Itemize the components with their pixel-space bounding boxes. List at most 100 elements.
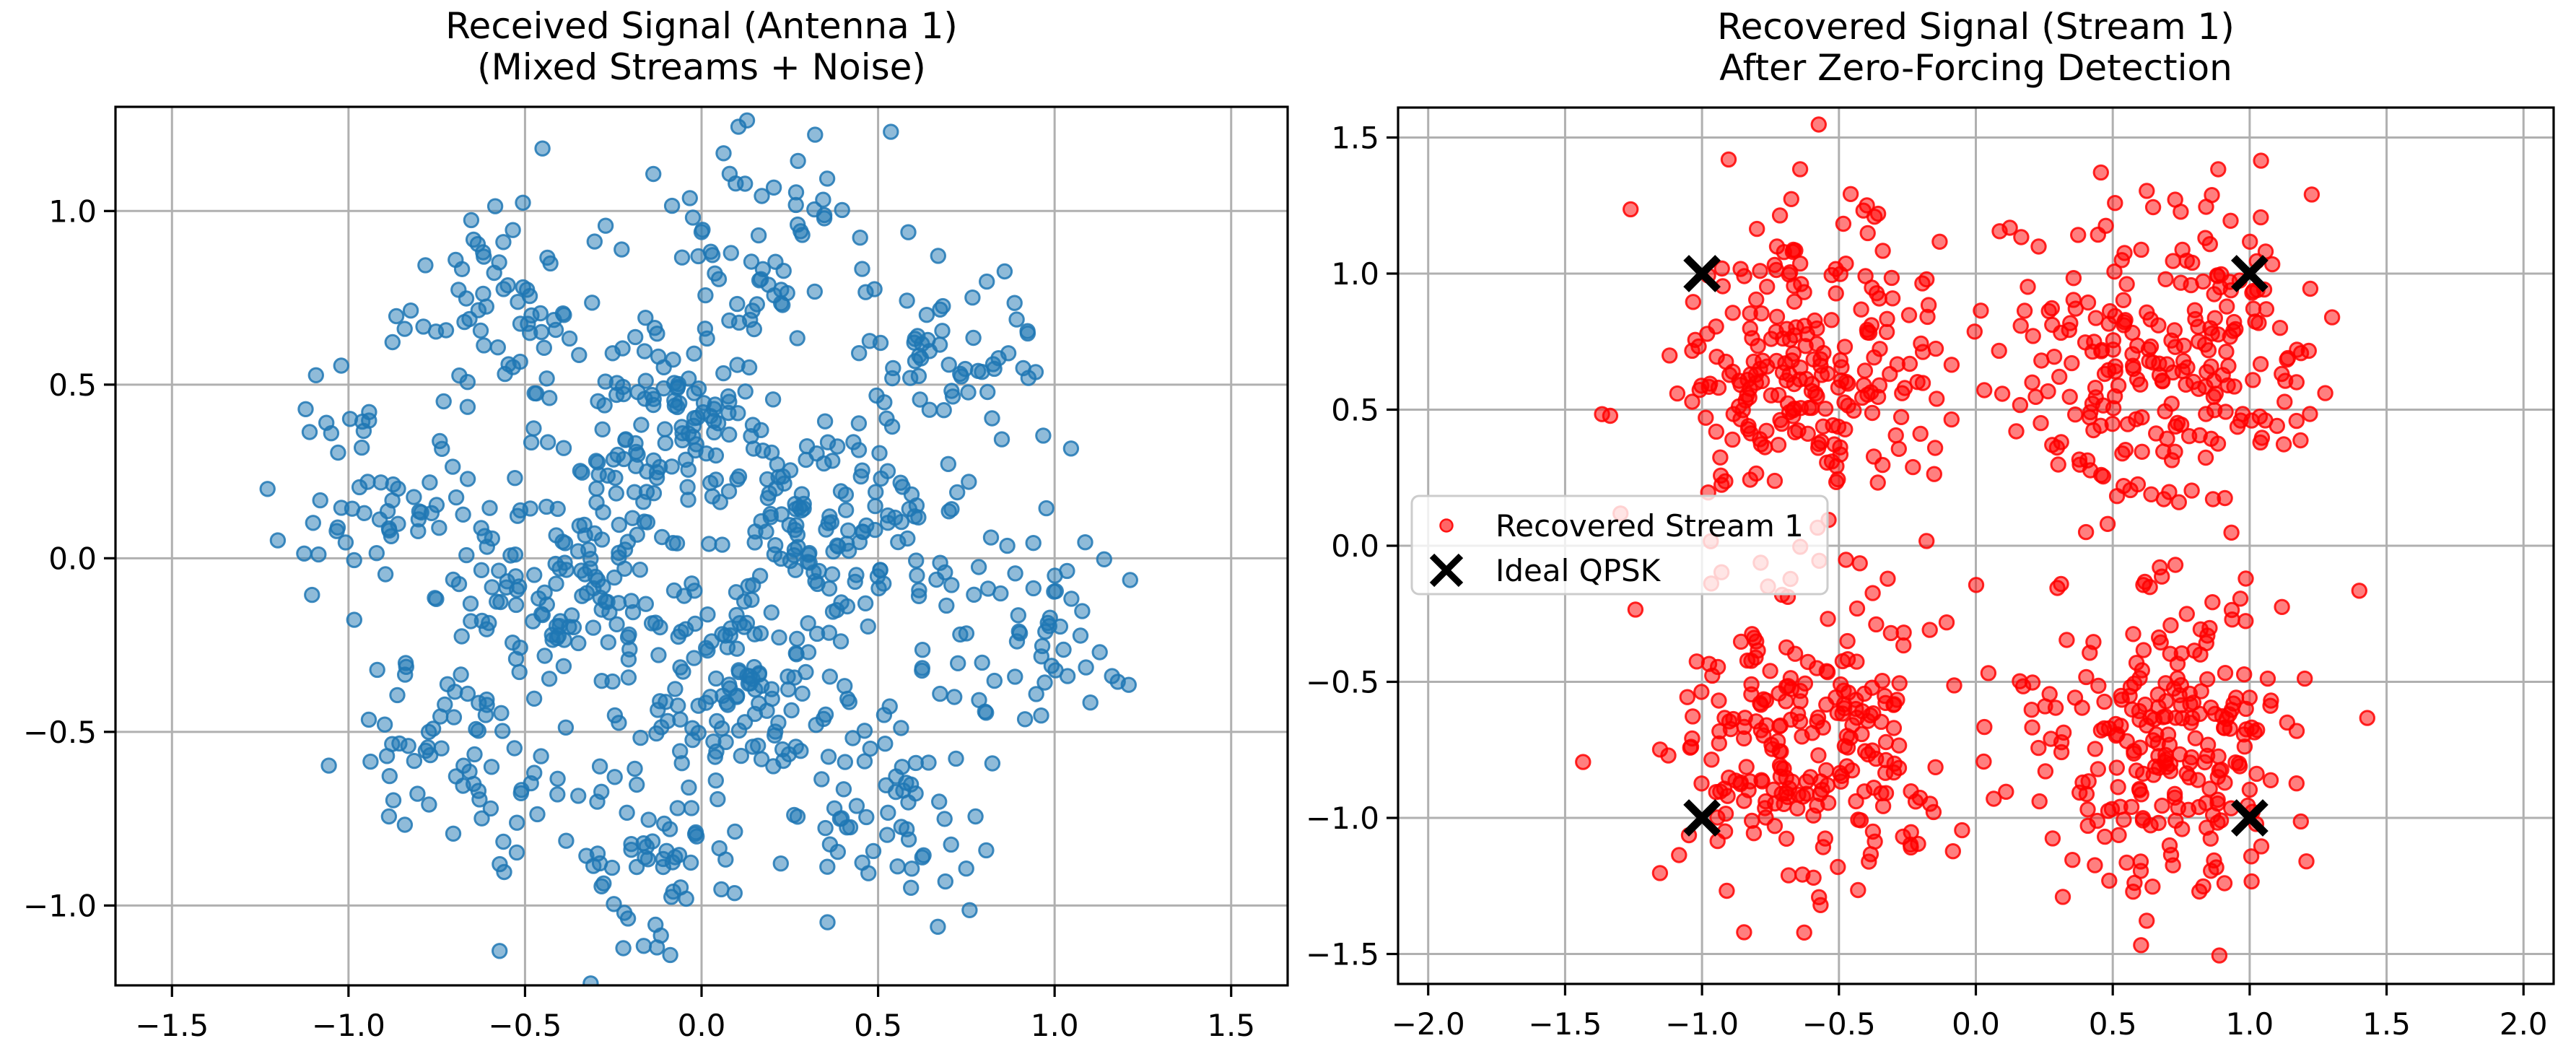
scatter-point — [1724, 431, 1741, 448]
scatter-point — [966, 586, 982, 603]
y-tick-label: −1.0 — [1306, 801, 1379, 836]
scatter-point — [608, 616, 625, 632]
scatter-point — [570, 635, 587, 652]
scatter-point — [398, 658, 414, 675]
scatter-point — [512, 502, 529, 519]
scatter-point — [2097, 217, 2114, 234]
scatter-point — [707, 447, 725, 464]
scatter-point — [534, 140, 551, 157]
scatter-point — [1976, 382, 1993, 398]
scatter-point — [433, 740, 450, 757]
scatter-point — [721, 676, 738, 693]
scatter-point — [2201, 236, 2219, 253]
scatter-point — [2245, 372, 2261, 388]
scatter-point — [733, 747, 750, 764]
plot-title-line2: (Mixed Streams + Noise) — [477, 46, 926, 88]
scatter-point — [2014, 678, 2032, 694]
legend-box — [1410, 494, 1829, 596]
scatter-point — [2253, 430, 2271, 446]
scatter-point — [816, 210, 833, 227]
scatter-point — [819, 858, 836, 875]
scatter-point — [445, 571, 462, 588]
scatter-point — [841, 694, 858, 710]
scatter-point — [2227, 321, 2244, 338]
scatter-point — [2213, 266, 2230, 283]
scatter-point — [662, 946, 678, 964]
scatter-point — [402, 302, 419, 319]
scatter-point — [435, 393, 452, 410]
scatter-point — [304, 586, 320, 603]
scatter-point — [320, 757, 337, 774]
scatter-point — [2077, 523, 2095, 541]
scatter-point — [2054, 889, 2071, 905]
scatter-point — [1838, 373, 1855, 391]
scatter-point — [2126, 874, 2143, 892]
scatter-point — [914, 642, 931, 658]
scatter-point — [637, 596, 654, 612]
scatter-point — [893, 819, 910, 835]
scatter-point — [2217, 489, 2233, 507]
scatter-point — [730, 405, 746, 422]
scatter-point — [2237, 570, 2254, 587]
scatter-point — [1738, 759, 1755, 775]
scatter-point — [2092, 164, 2110, 181]
scatter-point — [1754, 773, 1771, 790]
scatter-point — [819, 914, 836, 931]
scatter-point — [1991, 223, 2008, 240]
scatter-point — [2143, 486, 2160, 502]
y-tick-label: 1.0 — [48, 193, 97, 229]
scatter-point — [967, 808, 984, 825]
scatter-point — [2241, 781, 2258, 798]
scatter-point — [950, 655, 966, 671]
scatter-point — [528, 385, 545, 402]
scatter-point — [1859, 197, 1875, 214]
scatter-point — [1784, 402, 1802, 419]
x-tick-label: −1.0 — [1665, 1006, 1739, 1042]
scatter-point — [492, 593, 509, 611]
scatter-point — [705, 412, 722, 430]
scatter-point — [2116, 245, 2133, 261]
scatter-point — [663, 197, 681, 214]
scatter-point — [936, 811, 953, 827]
scatter-point — [2209, 769, 2227, 785]
scatter-point — [2252, 356, 2269, 372]
scatter-point — [483, 759, 500, 775]
scatter-point — [570, 788, 587, 804]
scatter-point — [549, 770, 566, 788]
scatter-point — [1892, 409, 1910, 425]
scatter-point — [815, 191, 831, 208]
scatter-point — [2206, 310, 2224, 326]
x-tick-label: −0.5 — [488, 1008, 562, 1043]
scatter-point — [2135, 765, 2152, 783]
scatter-point — [1878, 323, 1895, 341]
scatter-point — [2043, 300, 2061, 317]
scatter-point — [346, 552, 362, 569]
scatter-point — [681, 190, 698, 206]
scatter-point — [984, 755, 1001, 772]
scatter-point — [2025, 328, 2041, 344]
plot-title-line1: Recovered Signal (Stream 1) — [1717, 6, 2235, 48]
scatter-point — [333, 357, 349, 374]
scatter-point — [1753, 372, 1771, 390]
scatter-point — [2197, 378, 2214, 395]
scatter-point — [476, 248, 492, 265]
scatter-point — [948, 750, 964, 767]
scatter-point — [1860, 746, 1877, 763]
scatter-point — [835, 781, 852, 798]
scatter-point — [379, 502, 396, 520]
scatter-point — [1943, 411, 1960, 428]
scatter-point — [2030, 238, 2047, 255]
scatter-point — [2271, 320, 2289, 336]
scatter-point — [728, 640, 746, 657]
scatter-point — [590, 454, 606, 471]
scatter-point — [1082, 694, 1099, 711]
scatter-point — [2154, 797, 2170, 814]
scatter-point — [1815, 719, 1832, 736]
scatter-point — [867, 521, 883, 539]
scatter-point — [717, 851, 734, 868]
scatter-point — [930, 918, 946, 936]
scatter-point — [953, 368, 970, 385]
scatter-point — [2080, 773, 2097, 790]
ticks — [104, 209, 1233, 997]
scatter-point — [982, 529, 1000, 546]
